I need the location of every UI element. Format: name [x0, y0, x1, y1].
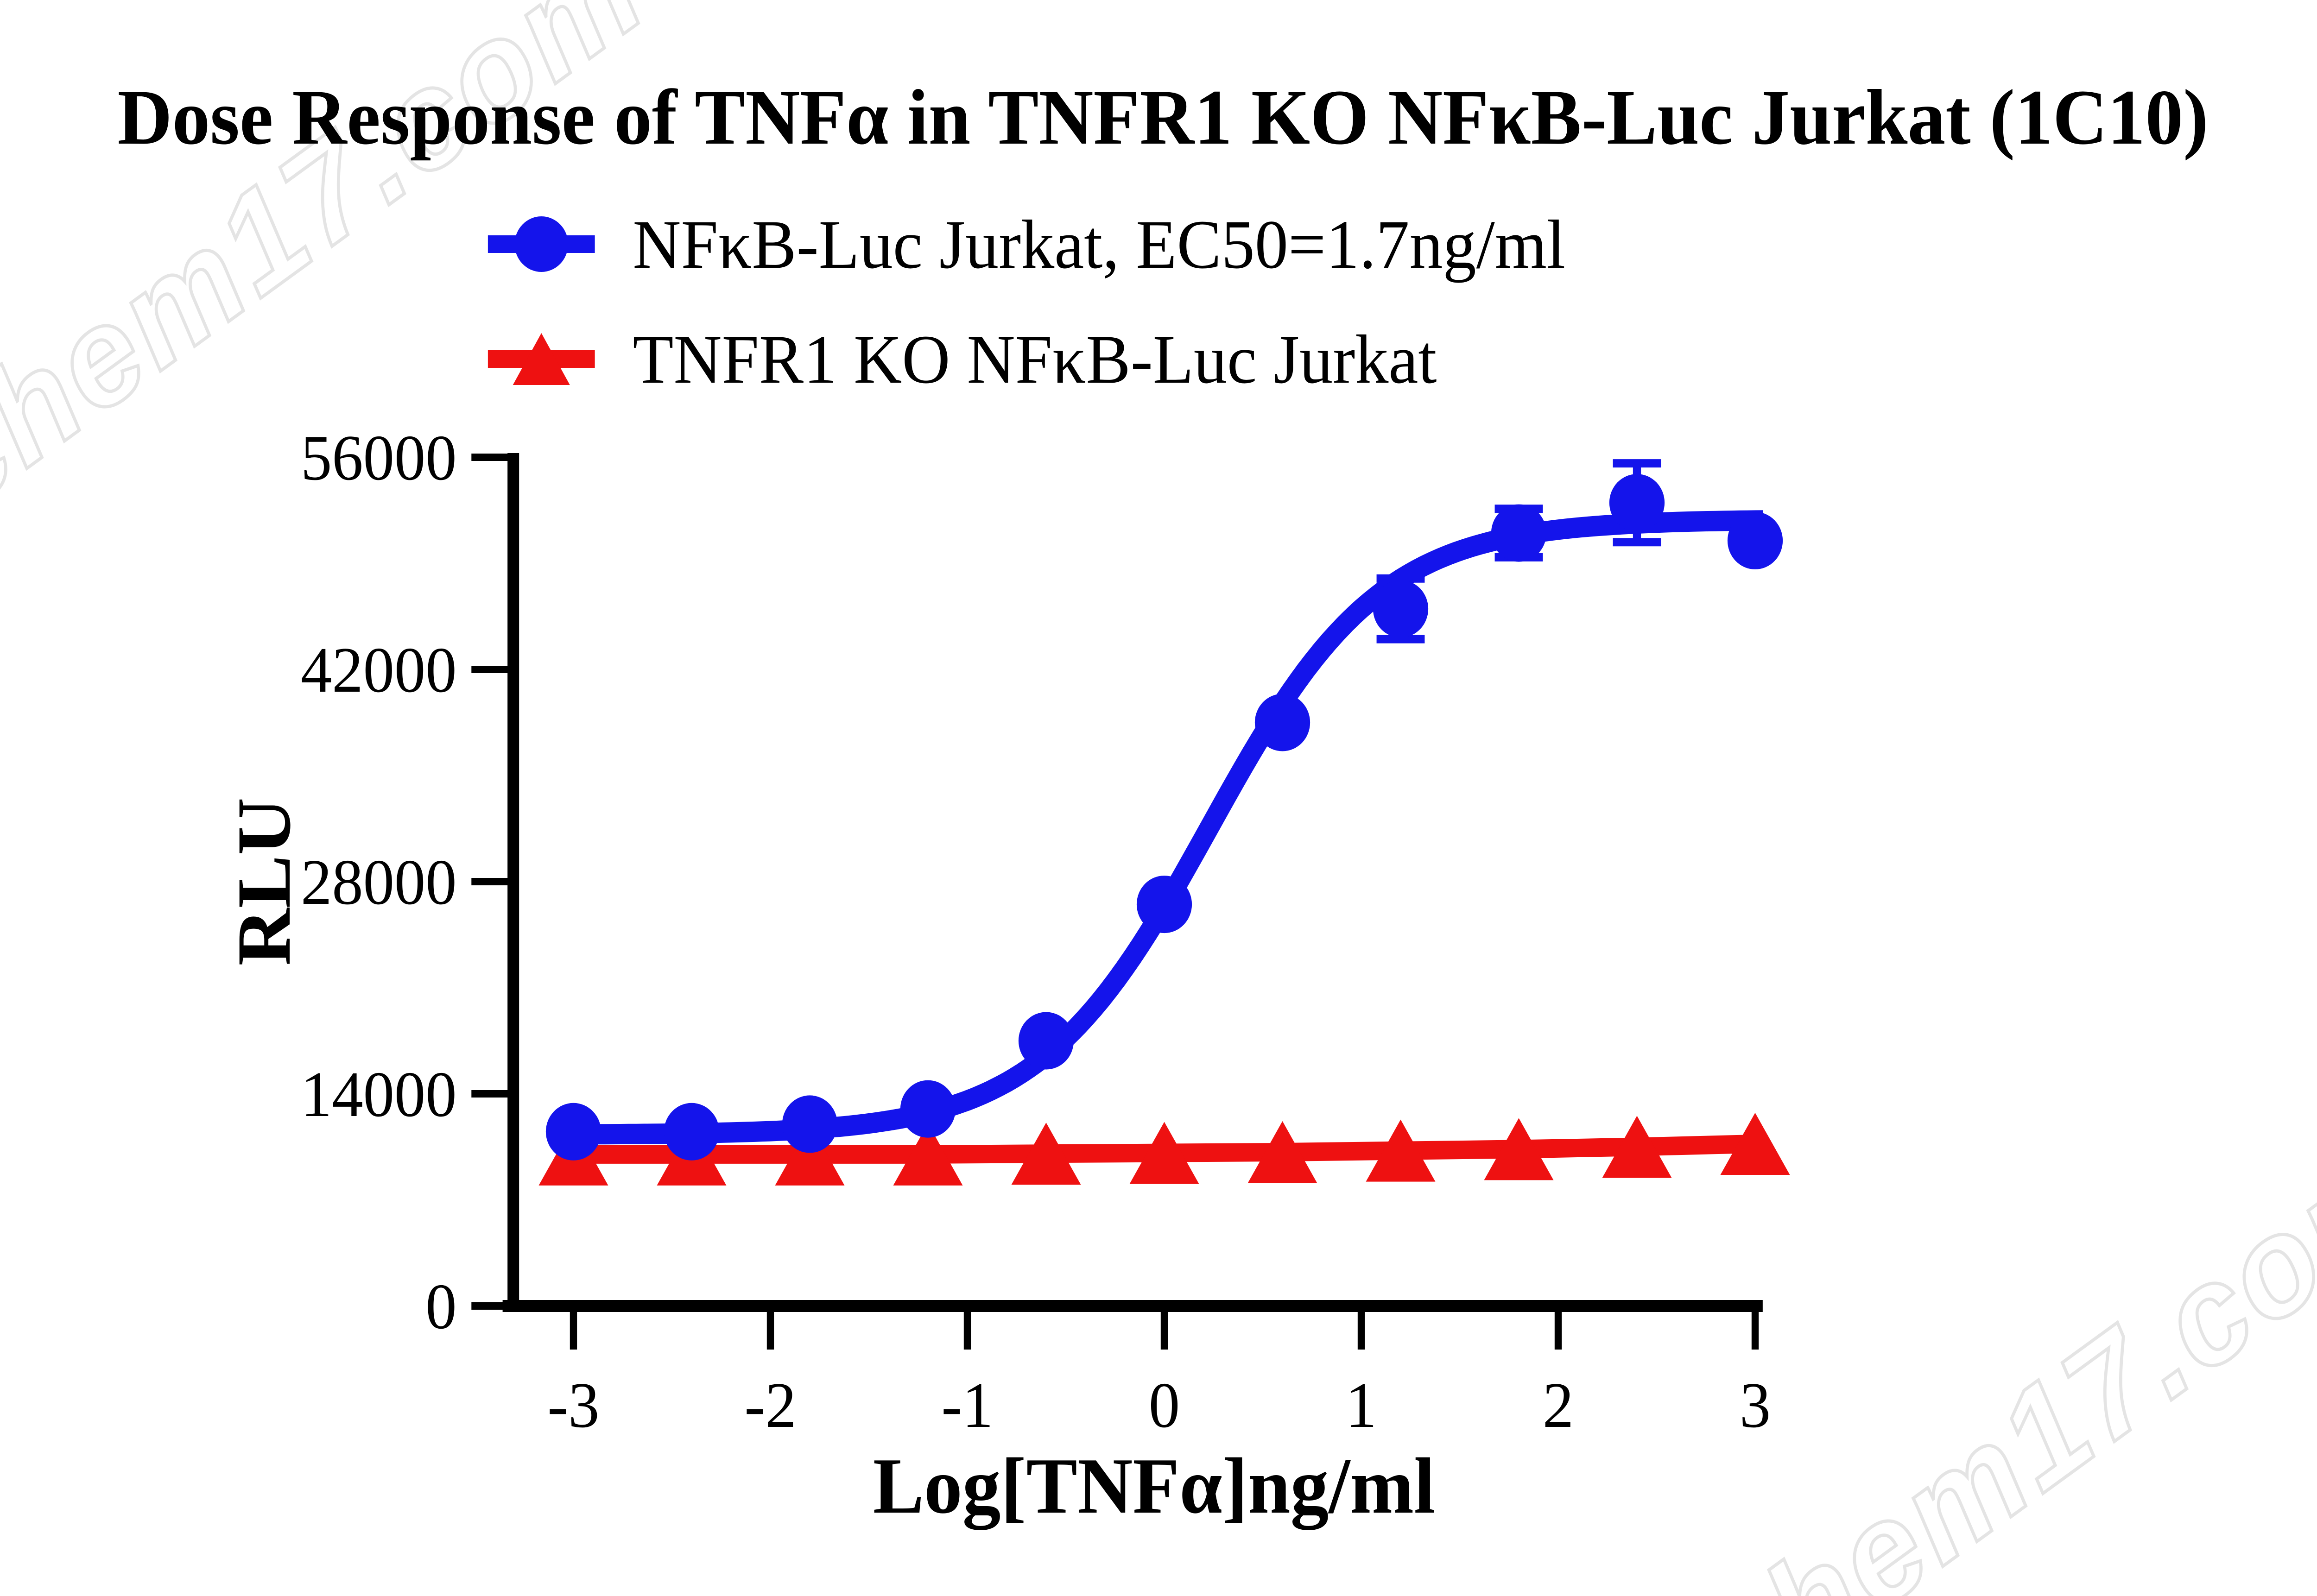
- blue-data-point: [1018, 1012, 1074, 1070]
- x-tick-label: 2: [1543, 1369, 1574, 1441]
- blue-data-point: [1254, 694, 1310, 751]
- legend-label-tnfr1-ko: TNFR1 KO NFκB-Luc Jurkat: [633, 321, 1437, 397]
- blue-data-point: [1136, 876, 1192, 934]
- blue-data-point: [664, 1103, 720, 1161]
- red-data-point: [893, 1123, 963, 1186]
- red-data-point: [1247, 1121, 1317, 1183]
- watermark-bottom-right: chem17.com: [1674, 1105, 2317, 1596]
- blue-data-point: [782, 1095, 838, 1153]
- blue-data-point: [1491, 504, 1547, 562]
- y-tick-label: 14000: [301, 1059, 457, 1130]
- blue-fit-curve: [573, 510, 1763, 1145]
- x-tick-label: 1: [1346, 1369, 1377, 1441]
- x-tick-label: 3: [1740, 1369, 1771, 1441]
- x-tick-label: -1: [941, 1369, 993, 1441]
- x-axis-title: Log[TNFα]ng/ml: [873, 1442, 1435, 1530]
- y-axis-title: RLU: [222, 797, 306, 965]
- blue-data-point: [545, 1103, 601, 1161]
- legend-item-nfkb-luc-jurkat: NFκB-Luc Jurkat, EC50=1.7ng/ml: [487, 206, 1565, 283]
- blue-data-point: [1373, 580, 1429, 638]
- chart-title: Dose Response of TNFα in TNFR1 KO NFκB-L…: [118, 74, 2209, 161]
- y-tick-label: 56000: [301, 422, 457, 494]
- x-tick-label: -3: [547, 1369, 599, 1441]
- red-data-point: [1011, 1123, 1081, 1185]
- y-tick-label: 0: [425, 1271, 456, 1343]
- y-tick-label: 28000: [301, 846, 457, 918]
- plot-area: 0 14000 28000 42000 56000 -3 -2 -1 0 1 2 3: [301, 422, 1790, 1441]
- y-tick-label: 42000: [301, 634, 457, 706]
- legend-triangle-marker: [513, 333, 570, 385]
- legend-label-nfkb: NFκB-Luc Jurkat, EC50=1.7ng/ml: [633, 206, 1565, 283]
- blue-data-point: [1609, 474, 1665, 532]
- blue-data-point: [1727, 511, 1783, 569]
- blue-data-point: [900, 1080, 956, 1138]
- red-data-point: [1129, 1122, 1199, 1184]
- x-tick-label: -2: [744, 1369, 796, 1441]
- x-tick-label: 0: [1149, 1369, 1180, 1441]
- red-data-point: [775, 1123, 845, 1186]
- red-data-point: [1720, 1112, 1790, 1175]
- red-data-point: [1602, 1116, 1672, 1178]
- red-data-point: [1366, 1119, 1436, 1182]
- legend: NFκB-Luc Jurkat, EC50=1.7ng/ml TNFR1 KO …: [487, 206, 1565, 398]
- legend-circle-marker: [514, 216, 568, 272]
- red-data-point: [1484, 1118, 1554, 1180]
- legend-item-tnfr1-ko: TNFR1 KO NFκB-Luc Jurkat: [487, 321, 1437, 398]
